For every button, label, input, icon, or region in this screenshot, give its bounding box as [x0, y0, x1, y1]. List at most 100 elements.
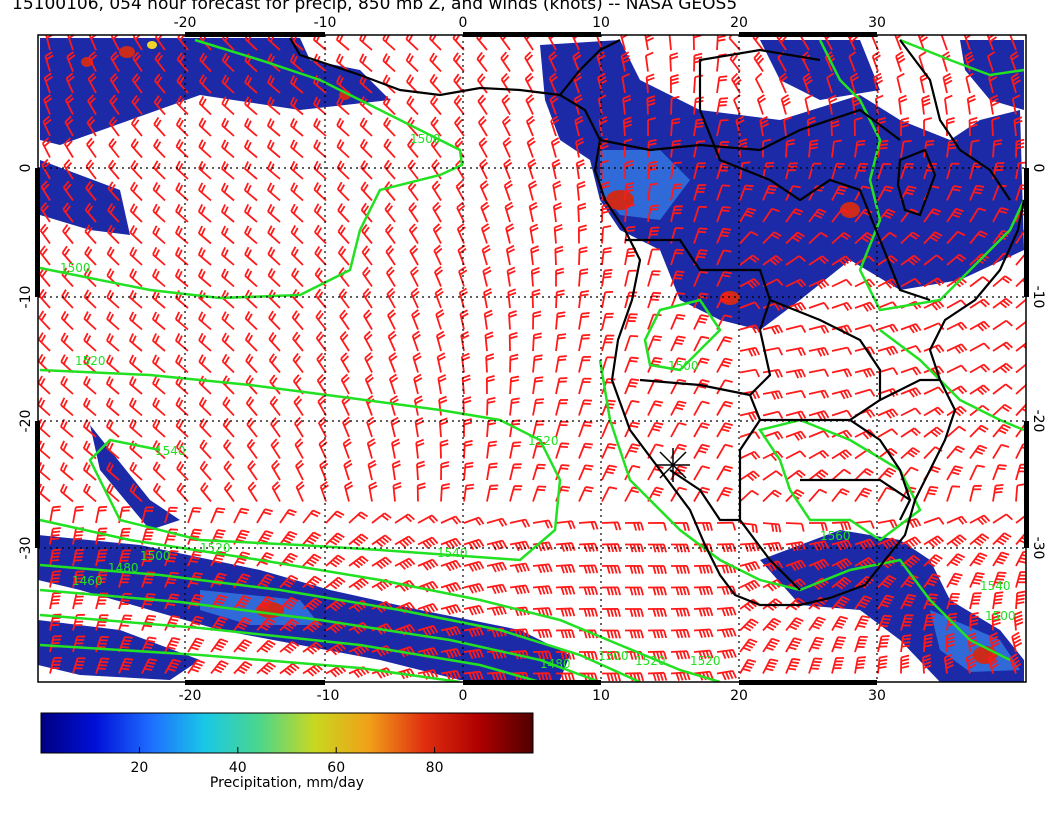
wind-barb [693, 400, 710, 416]
wind-barb [877, 655, 888, 674]
country-border [849, 378, 940, 421]
wind-barb [302, 553, 322, 567]
wind-barb [854, 538, 876, 550]
wind-barb [670, 586, 691, 596]
wind-barb [877, 574, 897, 589]
wind-barb [110, 35, 120, 51]
wind-barb [198, 332, 212, 352]
wind-barb [785, 231, 805, 245]
wind-barb [1015, 550, 1026, 567]
wind-barb [644, 51, 654, 72]
wind-barb [578, 442, 593, 459]
wind-barb [946, 572, 963, 588]
wind-barb [895, 51, 906, 72]
wind-barb [433, 244, 443, 266]
wind-barb-layer [38, 35, 1026, 682]
wind-barb [854, 487, 872, 503]
wind-barb [486, 583, 507, 595]
wind-barb [693, 443, 710, 459]
wind-barb [509, 562, 530, 573]
contour-label: 1500 [60, 261, 91, 275]
wind-barb [849, 72, 859, 94]
wind-barb [83, 354, 97, 374]
wind-barb [106, 461, 120, 481]
wind-barb [348, 533, 369, 547]
contour-labels: 1500 1500 1520 1500 1520 1540 1540 1500 … [60, 132, 1016, 671]
wind-barb [433, 266, 444, 287]
wind-barb [40, 202, 51, 223]
colorbar-gradient [40, 712, 534, 754]
wind-barb [624, 608, 644, 617]
wind-barb [463, 560, 485, 572]
wind-barb [946, 425, 967, 438]
wind-barb [739, 638, 758, 653]
wind-barb [293, 416, 304, 438]
wind-barb [942, 72, 953, 94]
wind-barb [477, 115, 488, 137]
wind-barb [854, 520, 875, 529]
country-border [559, 39, 621, 96]
wind-barb [502, 137, 512, 158]
wind-barb [946, 465, 963, 481]
wind-barb [530, 267, 540, 287]
wind-barb [624, 443, 641, 459]
wind-barb [338, 288, 350, 309]
wind-barb [109, 72, 120, 94]
wind-barb [316, 352, 327, 374]
wind-barb [923, 535, 945, 548]
wind-barb [808, 324, 830, 334]
wind-barb [601, 564, 622, 574]
wind-barb [739, 489, 759, 503]
wind-barb [946, 534, 967, 547]
wind-barb [987, 653, 999, 674]
wind-barb [95, 614, 109, 631]
wind-barb [578, 486, 594, 502]
wind-barb [647, 204, 659, 223]
wind-barb [408, 223, 419, 244]
wind-barb [670, 671, 691, 681]
contour-line [39, 643, 461, 682]
wind-barb [43, 72, 53, 94]
contour-label: 1540 [437, 546, 468, 560]
contour-line [39, 518, 721, 682]
wind-barb [221, 332, 235, 352]
wind-barb [575, 159, 585, 180]
wind-barb [670, 486, 687, 502]
wind-barb [555, 333, 567, 352]
wind-barb [548, 51, 558, 72]
wind-barb [360, 181, 373, 202]
wind-barb [831, 389, 853, 400]
wind-barb [210, 594, 228, 610]
wind-barb [317, 416, 327, 438]
wind-barb [877, 255, 898, 266]
wind-barb [49, 613, 62, 631]
wind-barb [152, 225, 166, 245]
wind-barb [1015, 590, 1026, 610]
wind-barb [440, 603, 462, 615]
country-border [599, 108, 901, 152]
wind-barb [785, 324, 807, 334]
wind-barb [295, 481, 305, 502]
wind-barb [440, 461, 450, 481]
wind-barb [66, 51, 76, 72]
wind-barb [525, 94, 535, 115]
wind-barb [670, 117, 681, 137]
wind-barb [244, 118, 258, 137]
wind-barb [992, 341, 1013, 352]
wind-barb [756, 94, 767, 115]
wind-barb [39, 245, 51, 266]
wind-barb [39, 223, 51, 245]
wind-barb [716, 521, 737, 531]
wind-barb [877, 428, 899, 438]
wind-barb [233, 661, 253, 675]
wind-barb [198, 375, 212, 395]
wind-barb [1015, 514, 1026, 524]
wind-barb [716, 422, 733, 438]
wind-barb [175, 160, 189, 180]
wind-barb [316, 373, 327, 395]
contour-line [39, 38, 464, 300]
wind-barb [199, 52, 212, 73]
wind-barb [72, 505, 84, 524]
contour-label: 1460 [72, 574, 103, 588]
wind-barb [82, 397, 97, 417]
